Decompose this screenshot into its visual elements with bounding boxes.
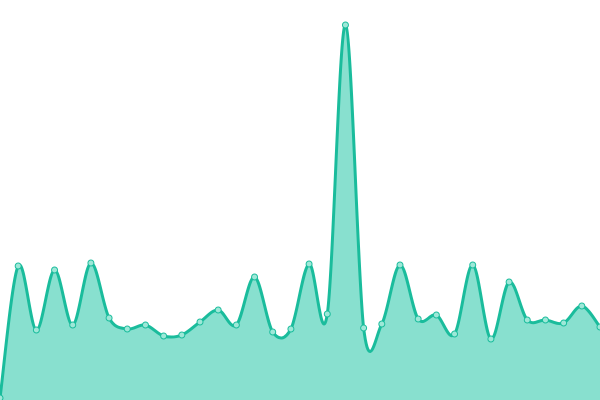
data-point	[32, 326, 40, 334]
area-fill	[0, 24, 600, 400]
data-point	[214, 306, 222, 314]
data-point	[596, 323, 600, 331]
data-point	[232, 321, 240, 329]
data-point	[378, 320, 386, 328]
data-point	[469, 261, 477, 269]
data-point	[487, 335, 495, 343]
data-point	[0, 394, 4, 400]
data-point	[451, 330, 459, 338]
data-point	[305, 260, 313, 268]
data-point	[578, 302, 586, 310]
data-point	[396, 261, 404, 269]
data-point	[414, 315, 422, 323]
data-point	[178, 331, 186, 339]
data-point	[323, 310, 331, 318]
data-markers	[0, 21, 600, 400]
data-point	[560, 319, 568, 327]
data-point	[196, 318, 204, 326]
data-point	[141, 321, 149, 329]
data-point	[269, 328, 277, 336]
data-point	[14, 262, 22, 270]
data-point	[432, 311, 440, 319]
data-point	[160, 332, 168, 340]
data-point	[251, 273, 259, 281]
data-point	[69, 321, 77, 329]
data-point	[341, 21, 349, 29]
data-point	[105, 314, 113, 322]
data-point	[523, 316, 531, 324]
data-point	[541, 316, 549, 324]
data-point	[123, 325, 131, 333]
data-point	[360, 324, 368, 332]
data-point	[51, 266, 59, 274]
data-point	[87, 259, 95, 267]
data-point	[287, 325, 295, 333]
data-point	[505, 278, 513, 286]
